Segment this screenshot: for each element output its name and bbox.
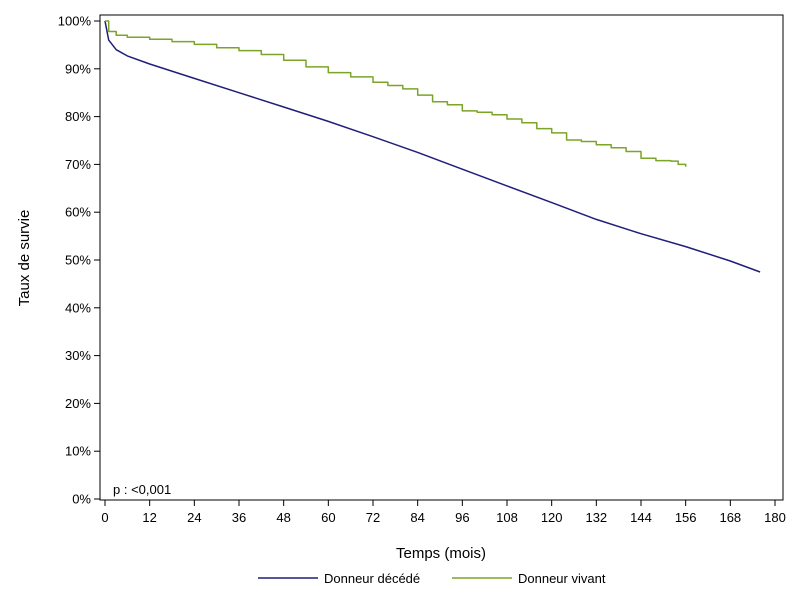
x-tick-label: 84 (410, 510, 424, 525)
x-tick-label: 36 (232, 510, 246, 525)
y-tick-label: 100% (58, 14, 92, 29)
x-tick-label: 144 (630, 510, 652, 525)
y-tick-label: 10% (65, 444, 91, 459)
x-tick-label: 108 (496, 510, 518, 525)
x-axis-title: Temps (mois) (396, 545, 486, 562)
x-tick-label: 48 (276, 510, 290, 525)
p-value-annotation: p : <0,001 (113, 482, 171, 497)
x-axis-ticks: 0 12 24 36 48 60 72 84 96 108 120 132 144 156 168 180 (101, 500, 786, 525)
x-tick-label: 12 (142, 510, 156, 525)
series-line-donneur-vivant (105, 20, 687, 167)
x-tick-label: 96 (455, 510, 469, 525)
x-tick-label: 0 (101, 510, 108, 525)
y-tick-label: 20% (65, 396, 91, 411)
y-tick-label: 70% (65, 157, 91, 172)
series-line-donneur-decede (104, 20, 761, 273)
plot-frame (99, 14, 784, 501)
y-tick-label: 30% (65, 348, 91, 363)
x-tick-label: 156 (675, 510, 697, 525)
y-tick-label: 0% (72, 492, 91, 507)
y-tick-label: 60% (65, 205, 91, 220)
y-tick-label: 40% (65, 300, 91, 315)
x-tick-label: 168 (719, 510, 741, 525)
x-tick-label: 24 (187, 510, 201, 525)
x-tick-label: 180 (764, 510, 786, 525)
y-tick-label: 50% (65, 253, 91, 268)
legend-label: Donneur décédé (324, 571, 420, 586)
legend: Donneur décédé Donneur vivant (258, 571, 606, 586)
x-tick-label: 132 (585, 510, 607, 525)
x-tick-label: 72 (366, 510, 380, 525)
series-lines (104, 20, 761, 273)
x-tick-label: 120 (541, 510, 563, 525)
x-tick-label: 60 (321, 510, 335, 525)
y-axis-ticks: 0% 10% 20% 30% 40% 50% 60% 70% 80% 90% 100% (58, 14, 100, 507)
y-tick-label: 80% (65, 109, 91, 124)
legend-label: Donneur vivant (518, 571, 606, 586)
y-axis-title: Taux de survie (16, 210, 33, 307)
y-tick-label: 90% (65, 61, 91, 76)
